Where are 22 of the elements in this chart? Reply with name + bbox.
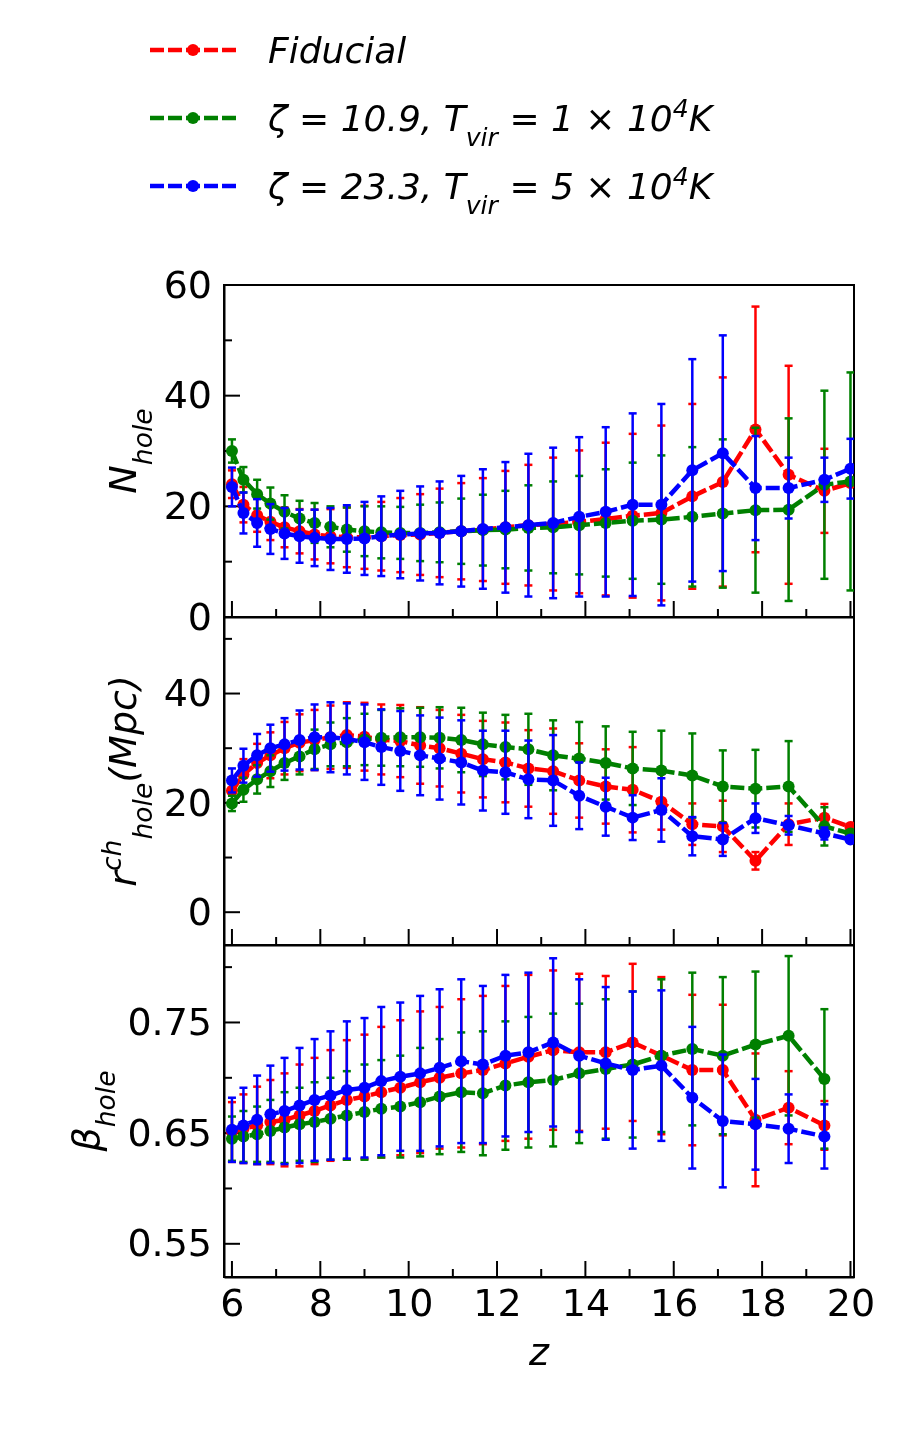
x-tick-label: 18 — [738, 1280, 787, 1325]
legend-label: ζ = 23.3, T$_{vir}$ = 5 × 10$^{4}$K — [267, 161, 715, 220]
legend-label: ζ = 10.9, T$_{vir}$ = 1 × 10$^{4}$K — [267, 93, 715, 152]
y-tick-label: 40 — [163, 671, 212, 716]
x-tick-label: 16 — [650, 1280, 699, 1325]
x-axis-title: z — [528, 1330, 551, 1374]
y-tick-label: 20 — [163, 483, 212, 528]
y-tick-label: 0.65 — [127, 1110, 212, 1155]
y-tick-label: 0 — [187, 889, 212, 934]
x-tick-label: 8 — [308, 1280, 333, 1325]
x-tick-label: 10 — [384, 1280, 434, 1325]
y-tick-label: 0 — [187, 594, 212, 639]
x-tick-label: 14 — [561, 1280, 611, 1325]
y-tick-label: 0.75 — [127, 1000, 212, 1045]
y-tick-label: 20 — [163, 780, 212, 825]
x-tick-label: 20 — [826, 1280, 876, 1325]
y-tick-label: 0.55 — [127, 1221, 212, 1266]
legend-label: Fiducial — [268, 30, 407, 71]
x-tick-label: 12 — [473, 1280, 522, 1325]
y-tick-label: 60 — [163, 262, 212, 307]
x-tick-label: 6 — [220, 1280, 245, 1325]
y-tick-label: 40 — [163, 373, 212, 418]
